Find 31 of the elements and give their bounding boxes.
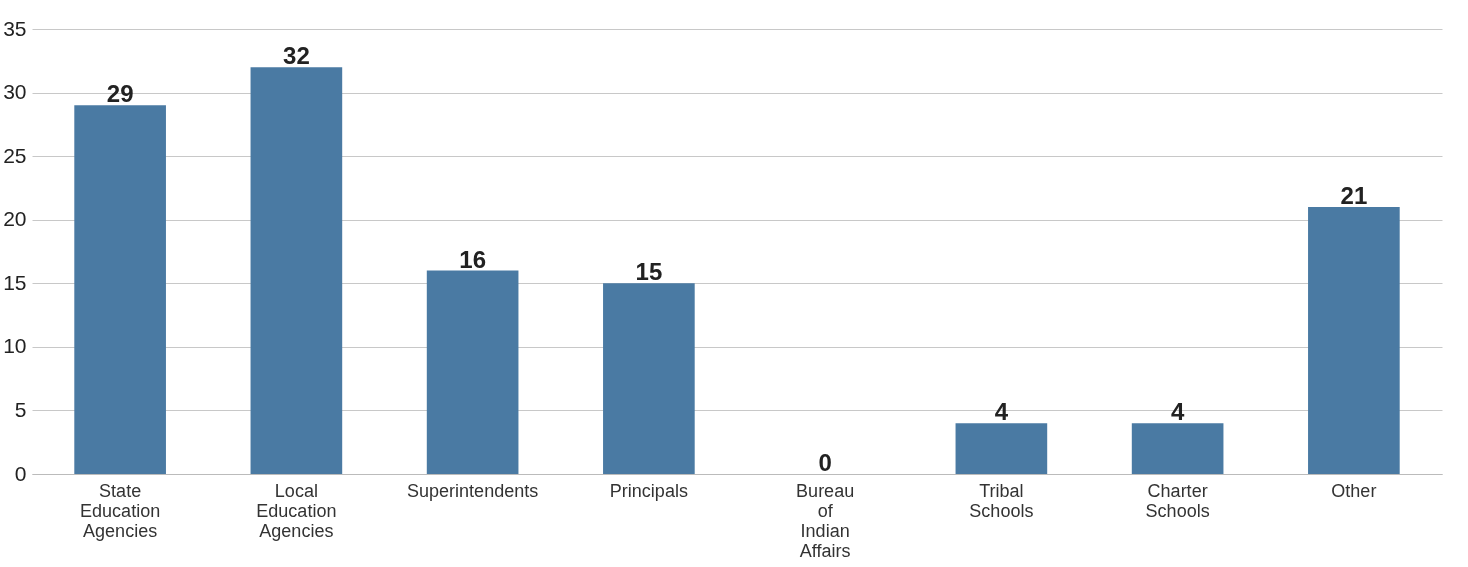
bar	[955, 423, 1048, 474]
x-tick-label: Charter Schools	[1145, 480, 1210, 521]
data-label: 16	[459, 245, 486, 273]
data-label: 32	[283, 42, 310, 70]
bar	[426, 270, 519, 474]
y-tick-label: 35	[3, 16, 27, 40]
y-tick-label: 20	[3, 207, 27, 231]
data-label: 29	[106, 80, 134, 108]
y-tick-label: 15	[3, 270, 27, 294]
bar	[74, 105, 166, 474]
data-label: 4	[994, 398, 1009, 426]
data-label: 4	[1170, 398, 1185, 426]
y-tick-label: 0	[14, 461, 27, 485]
data-label: 15	[635, 258, 663, 286]
x-tick-label: Other	[1331, 480, 1377, 501]
y-tick-label: 10	[3, 334, 27, 358]
y-tick-label: 30	[3, 80, 27, 104]
x-tick-label: Local Education Agencies	[256, 480, 337, 541]
x-tick-label: Principals	[609, 480, 688, 501]
bar	[1131, 423, 1224, 474]
bar	[1308, 207, 1400, 474]
data-label: 0	[818, 449, 832, 476]
bar	[250, 67, 343, 474]
x-tick-label: Superintendents	[407, 480, 539, 501]
x-tick-label: State Education Agencies	[80, 480, 161, 541]
y-tick-label: 5	[14, 397, 27, 421]
x-tick-label: Tribal Schools	[969, 480, 1034, 521]
data-label: 21	[1340, 182, 1368, 209]
bar	[603, 283, 695, 474]
x-tick-label: Bureau of Indian Affairs	[796, 480, 855, 561]
y-tick-label: 25	[3, 143, 27, 167]
